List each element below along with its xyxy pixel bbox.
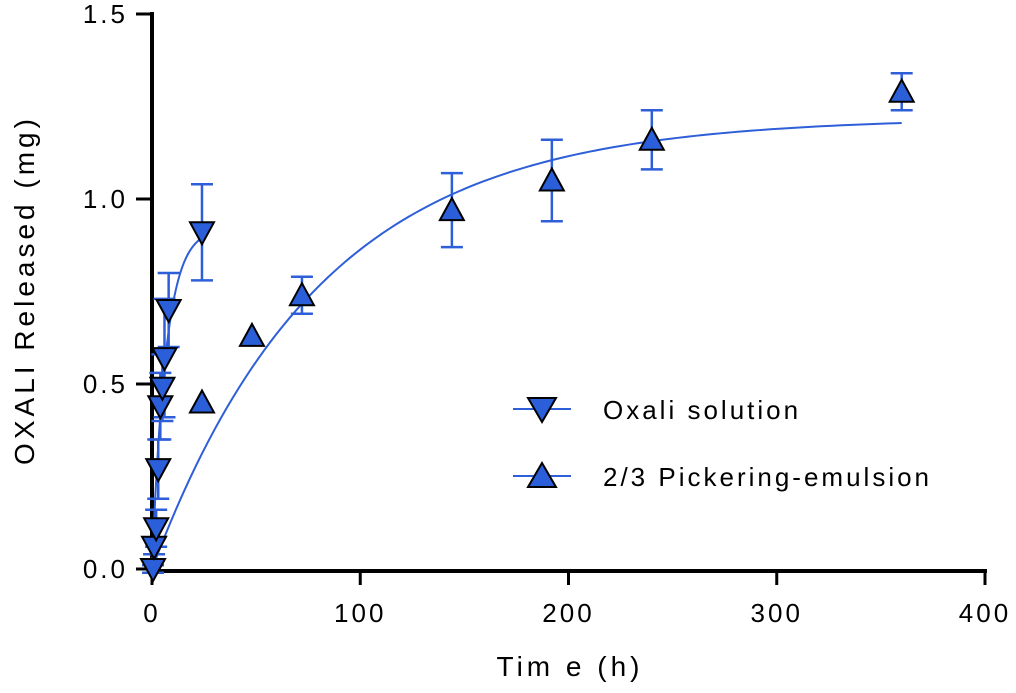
- y-tick-label: 1.0: [83, 184, 128, 214]
- ticks: 0 100 200 300 400 0.0 0.5 1.0 1.5: [83, 0, 1011, 628]
- fit-curve-1: [151, 121, 902, 570]
- data-point-series-0: [139, 558, 167, 584]
- x-tick-label: 200: [542, 598, 594, 628]
- y-tick-label: 1.5: [83, 0, 128, 29]
- data-point-series-1: [638, 125, 666, 151]
- y-tick-label: 0.5: [83, 369, 128, 399]
- legend-label-oxali: Oxali solution: [603, 395, 801, 425]
- data-point-series-0: [148, 376, 177, 402]
- data-point-series-0: [144, 458, 172, 484]
- data-point-series-0: [142, 517, 170, 543]
- legend-label-pickering: 2/3 Pickering-emulsion: [603, 462, 932, 492]
- data-point-series-1: [188, 388, 216, 414]
- y-axis-title: OXALI Released (mg): [9, 115, 40, 465]
- legend-marker-oxali: [526, 397, 558, 424]
- data-point-series-1: [288, 281, 316, 307]
- y-tick-label: 0.0: [83, 554, 128, 584]
- data-markers: [139, 77, 916, 584]
- legend-item-pickering-emulsion: 2/3 Pickering-emulsion: [513, 461, 932, 492]
- data-point-series-1: [238, 321, 266, 347]
- legend: Oxali solution 2/3 Pickering-emulsion: [513, 395, 932, 492]
- data-point-series-0: [150, 347, 179, 373]
- x-tick-label: 300: [751, 598, 803, 628]
- error-bars: [142, 71, 913, 574]
- x-tick-label: 0: [143, 598, 160, 628]
- legend-marker-pickering: [526, 461, 558, 488]
- x-tick-label: 400: [959, 598, 1011, 628]
- data-point-series-1: [538, 166, 566, 192]
- data-point-series-1: [888, 77, 916, 103]
- data-point-series-0: [154, 299, 183, 325]
- x-axis-title: Tim e (h): [497, 651, 644, 682]
- legend-item-oxali-solution: Oxali solution: [513, 395, 801, 425]
- data-point-series-0: [188, 221, 216, 247]
- x-tick-label: 100: [334, 598, 386, 628]
- data-point-series-1: [438, 196, 466, 222]
